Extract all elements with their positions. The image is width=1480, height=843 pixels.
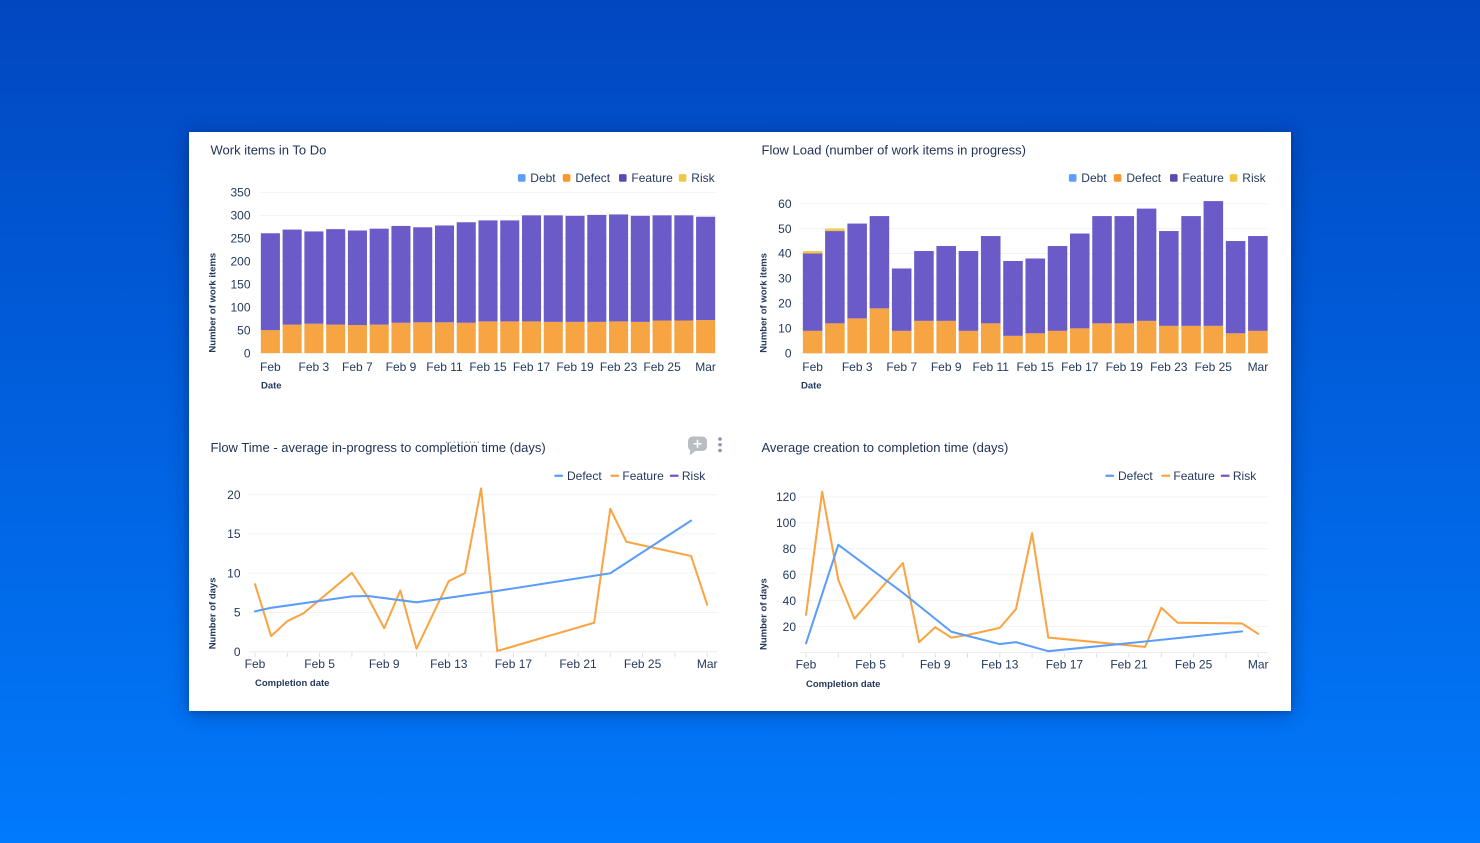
svg-text:Feb 21: Feb 21 [1110, 658, 1148, 672]
svg-text:10: 10 [227, 566, 241, 580]
svg-text:Average creation to completion: Average creation to completion time (day… [762, 440, 1009, 455]
svg-text:0: 0 [244, 346, 251, 360]
svg-text:Feature: Feature [1173, 469, 1215, 483]
svg-text:Feb 19: Feb 19 [1106, 360, 1144, 374]
svg-text:Work items in To Do: Work items in To Do [211, 142, 327, 157]
svg-text:30: 30 [778, 272, 792, 286]
svg-text:Feb 3: Feb 3 [842, 360, 873, 374]
svg-text:Feb 17: Feb 17 [495, 657, 533, 671]
svg-text:Feb 13: Feb 13 [430, 657, 468, 671]
svg-text:Risk: Risk [1233, 469, 1257, 483]
svg-text:20: 20 [227, 488, 241, 502]
svg-text:Feb: Feb [245, 657, 266, 671]
svg-text:0: 0 [785, 347, 792, 361]
svg-text:Completion date: Completion date [255, 678, 329, 689]
svg-text:300: 300 [230, 209, 250, 223]
svg-text:10: 10 [778, 322, 792, 336]
svg-text:Feb 25: Feb 25 [624, 657, 662, 671]
svg-text:Defect: Defect [1126, 171, 1161, 185]
svg-text:Defect: Defect [575, 171, 610, 185]
svg-text:Number of days: Number of days [208, 578, 219, 650]
svg-text:Feb 23: Feb 23 [1150, 360, 1188, 374]
svg-text:100: 100 [230, 300, 250, 314]
svg-text:Feb 3: Feb 3 [299, 360, 330, 374]
svg-text:20: 20 [778, 297, 792, 311]
svg-text:Feb 13: Feb 13 [981, 658, 1019, 672]
svg-text:Mar: Mar [1248, 658, 1269, 672]
svg-text:Feb 9: Feb 9 [369, 657, 400, 671]
svg-text:Feb 21: Feb 21 [559, 657, 597, 671]
svg-text:Feb 15: Feb 15 [469, 360, 507, 374]
svg-text:Feb 25: Feb 25 [1175, 658, 1213, 672]
svg-text:Feb 7: Feb 7 [886, 360, 917, 374]
svg-text:0: 0 [234, 645, 241, 659]
svg-text:Mar: Mar [1248, 360, 1269, 374]
svg-text:Feature: Feature [1182, 171, 1224, 185]
svg-text:100: 100 [776, 516, 796, 530]
svg-text:Debt: Debt [530, 171, 556, 185]
svg-text:Feb 17: Feb 17 [513, 360, 551, 374]
svg-text:250: 250 [230, 232, 250, 246]
svg-text:40: 40 [783, 594, 797, 608]
svg-text:80: 80 [783, 542, 797, 556]
svg-text:Feb 11: Feb 11 [426, 360, 463, 374]
svg-text:Date: Date [801, 381, 822, 392]
svg-text:Feb: Feb [802, 360, 823, 374]
svg-text:200: 200 [230, 255, 250, 269]
svg-text:Risk: Risk [691, 171, 715, 185]
svg-text:5: 5 [234, 606, 241, 620]
svg-text:Date: Date [261, 380, 282, 391]
svg-text:Feb 9: Feb 9 [386, 360, 417, 374]
svg-text:Feb 11: Feb 11 [972, 360, 1009, 374]
svg-text:Feb 15: Feb 15 [1017, 360, 1055, 374]
svg-text:50: 50 [237, 323, 251, 337]
svg-text:Feb 23: Feb 23 [600, 360, 638, 374]
svg-text:60: 60 [783, 568, 797, 582]
svg-text:Completion date: Completion date [806, 679, 880, 690]
svg-text:Number of work items: Number of work items [759, 253, 770, 353]
svg-text:350: 350 [230, 186, 250, 200]
svg-text:Mar: Mar [695, 360, 716, 374]
svg-text:Feb 19: Feb 19 [556, 360, 594, 374]
svg-text:Feb 9: Feb 9 [920, 658, 951, 672]
svg-text:Defect: Defect [1118, 469, 1153, 483]
svg-text:Number of days: Number of days [759, 578, 770, 650]
svg-text:Risk: Risk [682, 469, 706, 483]
svg-text:40: 40 [778, 247, 792, 261]
svg-text:Number of work items: Number of work items [208, 253, 219, 353]
svg-text:Risk: Risk [1242, 171, 1266, 185]
svg-text:15: 15 [227, 527, 241, 541]
svg-text:Mar: Mar [697, 657, 718, 671]
svg-text:Feb: Feb [796, 658, 817, 672]
svg-text:Feature: Feature [622, 469, 664, 483]
svg-text:Feb 17: Feb 17 [1046, 658, 1084, 672]
svg-text:Feb 25: Feb 25 [643, 360, 681, 374]
svg-text:Feb 5: Feb 5 [304, 657, 335, 671]
svg-text:Feb 5: Feb 5 [855, 658, 886, 672]
svg-text:Flow Load (number of work item: Flow Load (number of work items in progr… [762, 142, 1026, 157]
svg-text:Defect: Defect [567, 469, 602, 483]
svg-text:20: 20 [783, 620, 797, 634]
svg-text:150: 150 [230, 277, 250, 291]
svg-text:50: 50 [778, 222, 792, 236]
svg-text:Feb 25: Feb 25 [1195, 360, 1233, 374]
svg-text:Feature: Feature [631, 171, 673, 185]
svg-text:Feb 9: Feb 9 [931, 360, 962, 374]
svg-text:60: 60 [778, 197, 792, 211]
svg-text:Feb 7: Feb 7 [342, 360, 373, 374]
svg-text:Feb: Feb [260, 360, 281, 374]
svg-text:120: 120 [776, 490, 796, 504]
svg-text:Debt: Debt [1081, 171, 1107, 185]
svg-text:Flow Time - average in-progres: Flow Time - average in-progress to compl… [211, 440, 546, 455]
svg-text:Feb 17: Feb 17 [1061, 360, 1099, 374]
